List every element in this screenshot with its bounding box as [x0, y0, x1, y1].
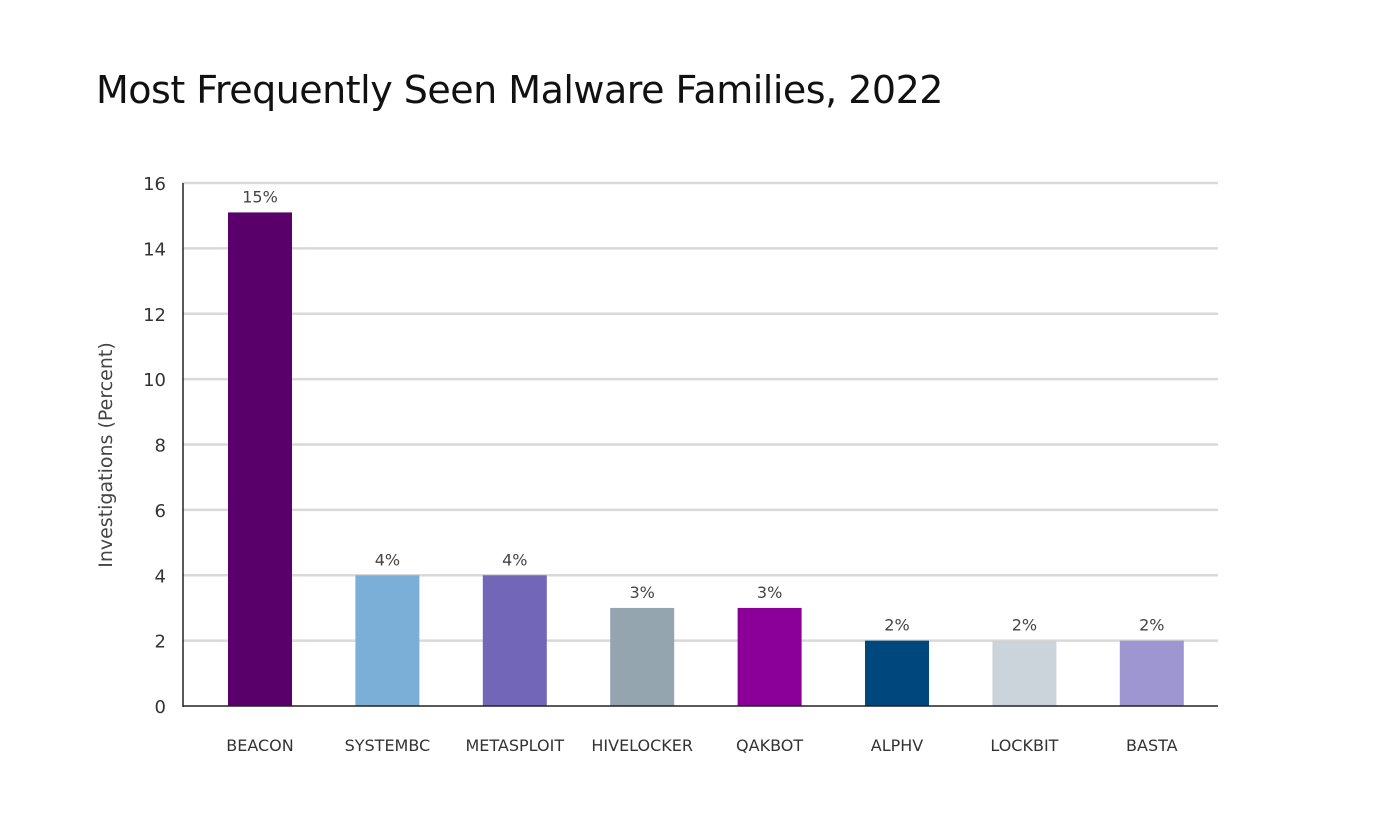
bar-basta: [1119, 640, 1184, 706]
y-tick-label: 10: [143, 370, 166, 391]
data-label: 3%: [630, 583, 655, 602]
x-tick-label: SYSTEMBC: [345, 736, 431, 755]
bar-qakbot: [737, 607, 802, 706]
y-tick-label: 2: [155, 632, 166, 653]
y-tick-label: 8: [155, 436, 166, 457]
x-tick-label: BASTA: [1126, 736, 1178, 755]
y-tick-label: 6: [155, 501, 166, 522]
x-tick-label: QAKBOT: [736, 736, 803, 755]
bar-metasploit: [482, 575, 547, 706]
y-tick-label: 12: [143, 305, 166, 326]
data-label: 4%: [375, 550, 400, 569]
y-axis-label: Investigations (Percent): [95, 342, 117, 568]
x-tick-label: BEACON: [226, 736, 293, 755]
y-tick-label: 4: [155, 566, 166, 587]
data-label: 3%: [757, 583, 782, 602]
x-tick-label: METASPLOIT: [465, 736, 564, 755]
x-tick-label: LOCKBIT: [990, 736, 1058, 755]
bar-lockbit: [992, 640, 1057, 706]
chart-title: Most Frequently Seen Malware Families, 2…: [96, 68, 943, 112]
data-label: 15%: [242, 187, 278, 206]
bar-systembc: [355, 575, 420, 706]
data-label: 4%: [502, 550, 527, 569]
y-tick-label: 0: [155, 697, 166, 718]
data-label: 2%: [884, 616, 909, 635]
bar-beacon: [228, 212, 292, 706]
data-label: 2%: [1139, 616, 1164, 635]
y-tick-label: 14: [143, 239, 166, 260]
bar-alphv: [865, 640, 929, 706]
x-tick-label: ALPHV: [871, 736, 924, 755]
y-tick-label: 16: [143, 174, 166, 195]
x-tick-label: HIVELOCKER: [591, 736, 693, 755]
data-label: 2%: [1012, 616, 1037, 635]
bar-hivelocker: [610, 607, 675, 706]
